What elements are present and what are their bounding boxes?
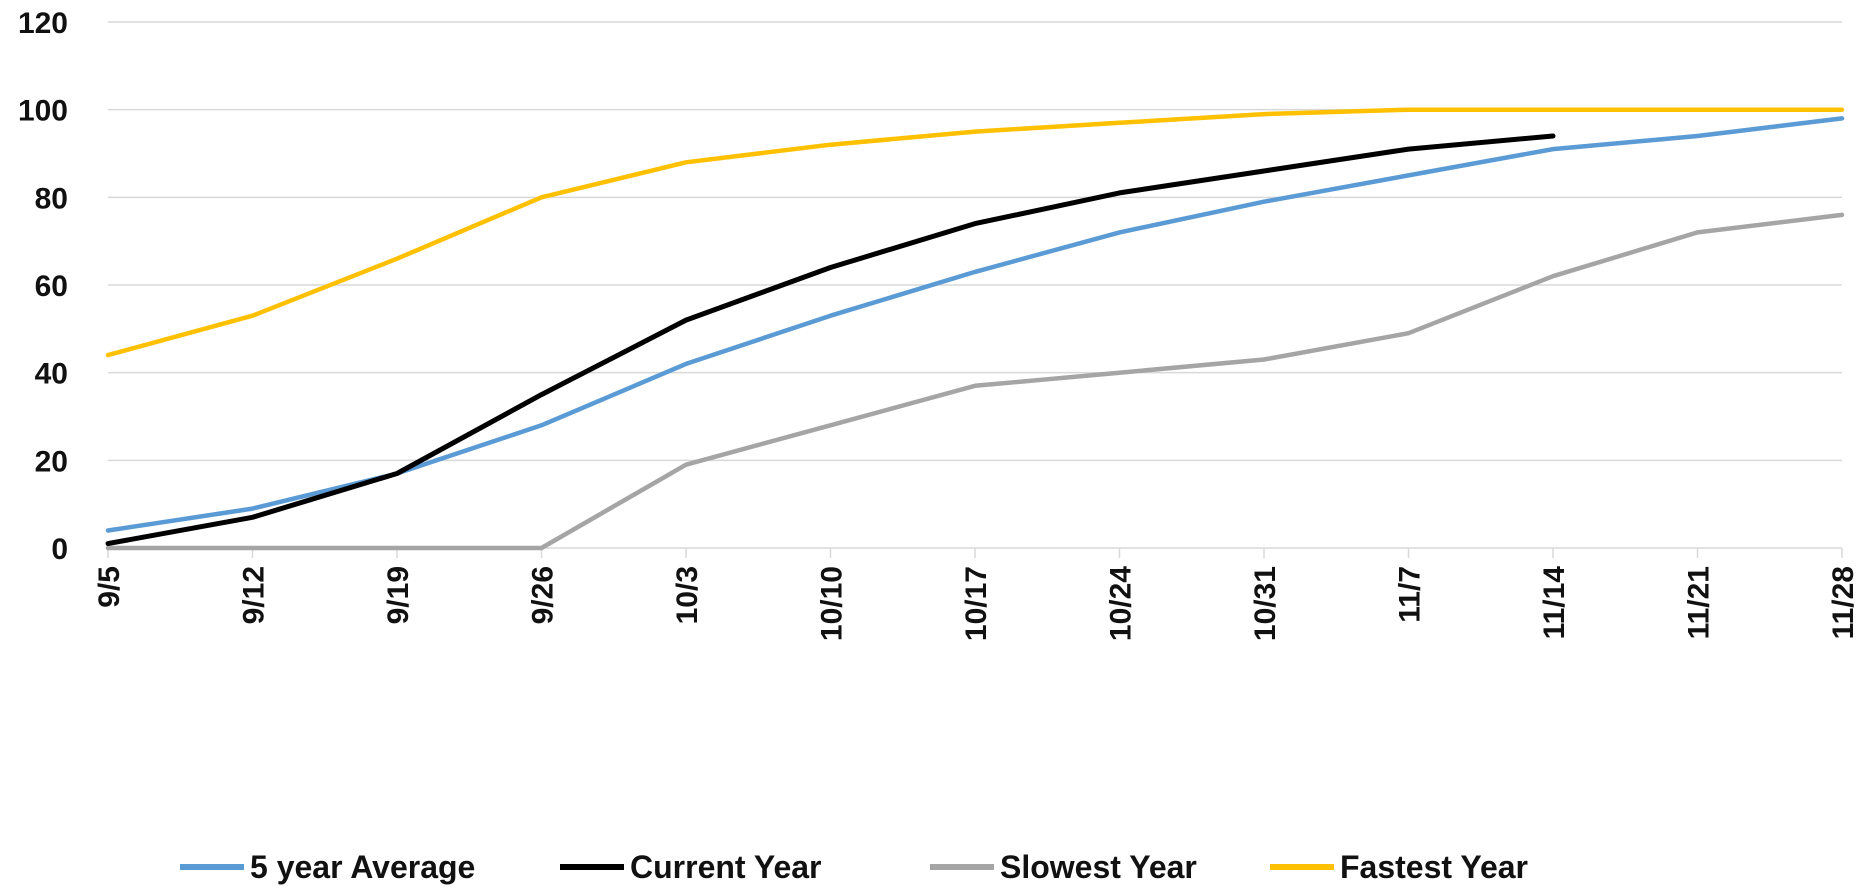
legend-item: Fastest Year <box>1270 849 1528 885</box>
legend: 5 year Average Current Year Slowest Year Fa… <box>180 849 1528 885</box>
x-tick-label: 11/28 <box>1827 566 1860 639</box>
legend-item: Current Year <box>560 849 822 885</box>
series-line-fastest-year <box>105 107 1845 358</box>
x-tick-label: 10/3 <box>671 566 704 624</box>
x-tick-label: 11/21 <box>1683 566 1716 639</box>
x-axis-ticks: 9/5 9/12 9/19 9/26 10/3 10/10 10/17 10/24 10/31 1… <box>93 548 1860 641</box>
x-tick-label: 9/5 <box>93 566 126 608</box>
x-tick-label: 10/24 <box>1105 566 1138 641</box>
series-line-slowest-year <box>105 212 1845 551</box>
legend-item: 5 year Average <box>180 849 475 885</box>
y-tick-label: 40 <box>35 358 68 391</box>
y-axis-ticks: 0 20 40 60 80 100 120 <box>18 7 68 566</box>
gridlines <box>108 21 1842 549</box>
x-tick-label: 10/31 <box>1249 566 1282 641</box>
y-tick-label: 100 <box>18 95 68 128</box>
y-tick-label: 60 <box>35 270 68 303</box>
legend-item: Slowest Year <box>930 849 1197 885</box>
y-tick-label: 20 <box>35 445 68 478</box>
legend-label: Slowest Year <box>1000 849 1197 885</box>
series-line-5-year-average <box>105 116 1845 533</box>
legend-label: Fastest Year <box>1340 849 1528 885</box>
x-tick-label: 9/26 <box>527 566 560 624</box>
y-tick-label: 80 <box>35 182 68 215</box>
x-tick-label: 10/10 <box>816 566 849 641</box>
legend-label: 5 year Average <box>250 849 475 885</box>
x-tick-label: 9/19 <box>382 566 415 624</box>
x-tick-label: 11/14 <box>1538 566 1571 640</box>
x-tick-label: 11/7 <box>1394 566 1427 623</box>
series-lines <box>105 107 1845 551</box>
series-line-current-year <box>105 133 1556 547</box>
x-tick-label: 10/17 <box>960 566 993 641</box>
y-tick-label: 120 <box>18 7 68 40</box>
legend-label: Current Year <box>630 849 822 885</box>
y-tick-label: 0 <box>51 533 68 566</box>
x-tick-label: 9/12 <box>238 566 271 624</box>
